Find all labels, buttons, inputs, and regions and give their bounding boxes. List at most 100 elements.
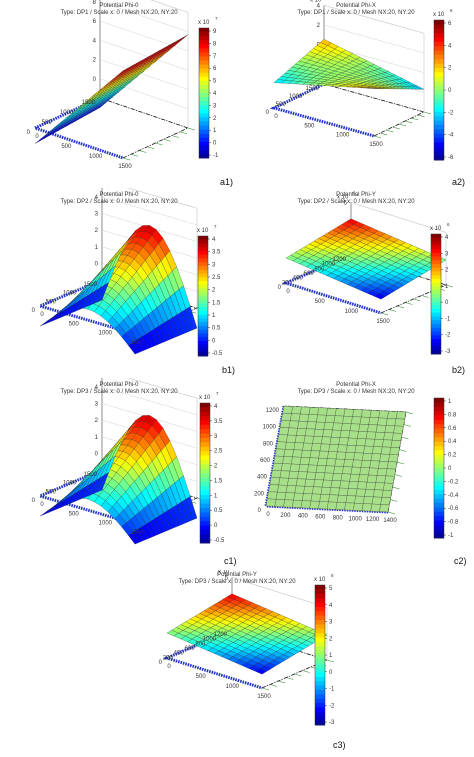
chart-title: Potential Phi-Y bbox=[217, 572, 257, 578]
colorbar-segment bbox=[434, 472, 444, 478]
colorbar-segment bbox=[200, 433, 210, 439]
colorbar-tick-label: 1 bbox=[329, 653, 333, 659]
surface-cell bbox=[381, 439, 393, 448]
surface-cell bbox=[265, 498, 277, 507]
y-tick-label: 1000 bbox=[60, 110, 74, 116]
colorbar-tick-label: -0.2 bbox=[448, 479, 459, 485]
colorbar-segment bbox=[434, 103, 444, 108]
panel-c2: Potential Phi-X Type: DP3 / Scale x: 0 /… bbox=[238, 378, 474, 570]
surface-cell bbox=[344, 452, 355, 460]
colorbar-segment bbox=[434, 41, 444, 47]
colorbar-tick-label: 2.5 bbox=[214, 449, 223, 455]
colorbar-tick-label: -1 bbox=[213, 153, 219, 159]
y-tick-label: 1200 bbox=[266, 408, 280, 414]
colorbar-segment bbox=[434, 498, 444, 504]
colorbar-segment bbox=[434, 398, 444, 403]
surface-cell bbox=[387, 411, 398, 419]
surface-cell bbox=[299, 406, 311, 415]
x-tick-label: 500 bbox=[196, 674, 207, 680]
colorbar-segment bbox=[200, 459, 210, 465]
surface-cell bbox=[288, 420, 300, 429]
colorbar-segment bbox=[199, 97, 209, 102]
surface-cell bbox=[389, 447, 400, 455]
z-tick-label: 3 bbox=[95, 212, 99, 218]
surface-cell bbox=[349, 423, 361, 432]
colorbar-segment bbox=[199, 84, 209, 90]
surface-cell bbox=[295, 478, 307, 487]
colorbar-segment bbox=[315, 703, 325, 708]
colorbar-segment bbox=[431, 316, 441, 321]
x-tick-label: 0 bbox=[266, 512, 270, 518]
colorbar-segment bbox=[199, 129, 209, 135]
colorbar-segment bbox=[434, 507, 444, 513]
surface-cell bbox=[292, 449, 303, 458]
colorbar-segment bbox=[315, 668, 325, 673]
surface-cell bbox=[330, 429, 342, 438]
surface-cell bbox=[367, 424, 378, 433]
colorbar-segment bbox=[199, 101, 209, 106]
surface-cell bbox=[342, 416, 353, 424]
colorbar-segment bbox=[198, 299, 208, 304]
z-gridline bbox=[231, 577, 328, 608]
surface-cell bbox=[277, 434, 288, 443]
chart-title: Potential Phi-0 bbox=[99, 3, 139, 9]
colorbar-segment bbox=[199, 40, 209, 45]
z-gridline bbox=[99, 1, 189, 32]
surface-cell bbox=[368, 467, 379, 476]
surface-cell bbox=[360, 409, 372, 418]
colorbar-segment bbox=[199, 113, 209, 118]
colorbar-segment bbox=[199, 109, 209, 114]
colorbar-tick-label: 0.5 bbox=[214, 508, 223, 514]
colorbar-segment bbox=[315, 690, 325, 695]
surface-cell bbox=[317, 407, 328, 416]
colorbar-segment bbox=[199, 137, 209, 143]
colorbar-exponent-power: 6 bbox=[447, 222, 450, 227]
y-tick-label: 400 bbox=[257, 475, 268, 481]
x-tick-label: 500 bbox=[69, 511, 80, 517]
colorbar-segment bbox=[199, 153, 209, 159]
surface-cell bbox=[318, 450, 329, 459]
surface-cell bbox=[338, 487, 349, 496]
colorbar-segment bbox=[315, 646, 325, 652]
y-tick-label: 500 bbox=[276, 102, 287, 108]
surface-cell bbox=[313, 429, 324, 437]
colorbar-segment bbox=[434, 481, 444, 486]
surface-cell bbox=[311, 486, 323, 495]
colorbar-segment bbox=[315, 698, 325, 704]
surface-cell bbox=[307, 464, 318, 473]
colorbar-segment bbox=[431, 260, 441, 265]
surface-cell bbox=[385, 468, 396, 477]
y-tick-label: 0 bbox=[32, 498, 36, 504]
colorbar-segment bbox=[199, 48, 209, 53]
load-arrow bbox=[401, 436, 409, 440]
panel-b2: Potential Phi-Y Type: DP2 / Scale x: 0 /… bbox=[238, 188, 474, 378]
colorbar-segment bbox=[200, 420, 210, 426]
load-arrow bbox=[155, 142, 163, 146]
colorbar-segment bbox=[315, 611, 325, 617]
y-tick-label: 500 bbox=[46, 299, 57, 305]
surface-cell bbox=[380, 497, 391, 505]
colorbar-segment bbox=[198, 311, 208, 316]
fixed-edge bbox=[35, 278, 136, 336]
colorbar-tick-label: 0.6 bbox=[448, 426, 457, 432]
colorbar-segment bbox=[434, 98, 444, 104]
surface-cell bbox=[354, 445, 365, 454]
colorbar-segment bbox=[434, 446, 444, 451]
surface-cell bbox=[334, 408, 346, 417]
surface-cell bbox=[378, 410, 389, 419]
colorbar-segment bbox=[199, 125, 209, 131]
load-arrow bbox=[294, 673, 302, 677]
surface-cell bbox=[310, 493, 322, 502]
colorbar-segment bbox=[434, 129, 444, 135]
colorbar-segment bbox=[198, 296, 208, 301]
colorbar-segment bbox=[434, 476, 444, 482]
surface-cell bbox=[301, 493, 313, 502]
surface-cell bbox=[374, 432, 385, 440]
colorbar-segment bbox=[431, 264, 441, 269]
z-gridline bbox=[101, 386, 198, 416]
colorbar-exponent: x 10 bbox=[198, 20, 210, 26]
colorbar-segment bbox=[200, 403, 210, 408]
colorbar-segment bbox=[431, 320, 441, 325]
z-exponent: x 10 bbox=[310, 0, 322, 3]
